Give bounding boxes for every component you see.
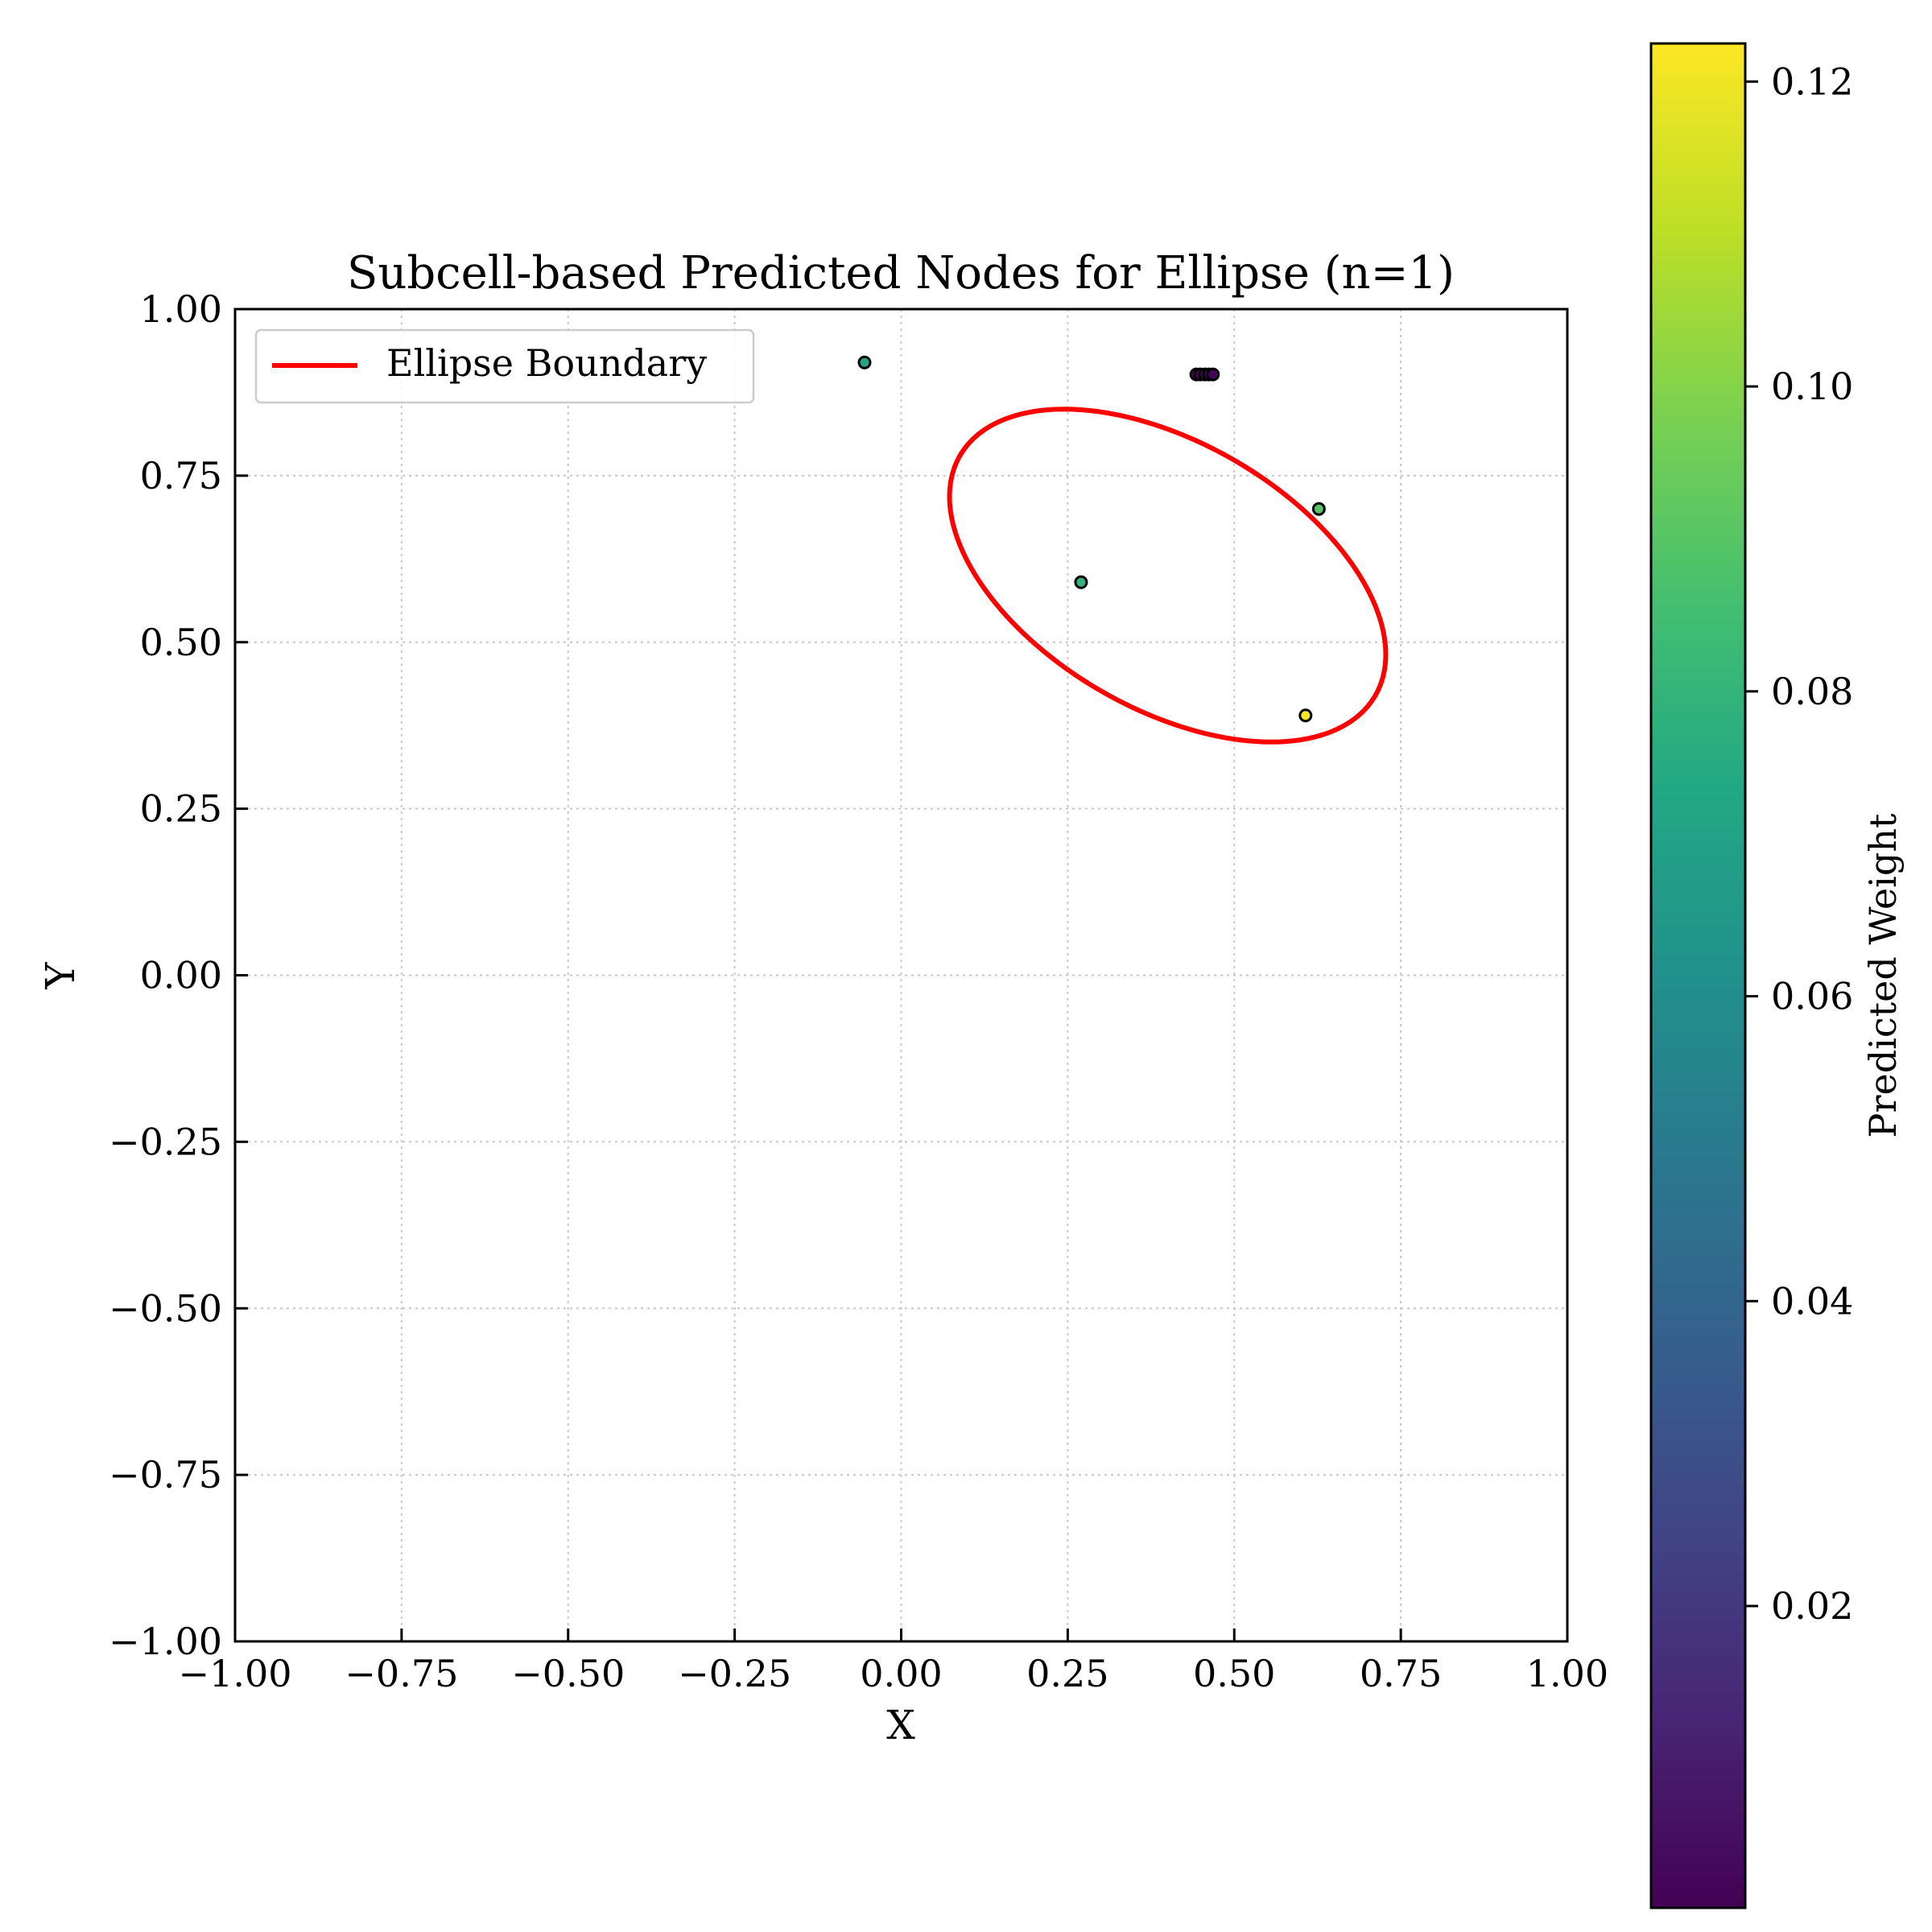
y-tick-label: 1.00: [140, 287, 222, 331]
colorbar-ticks: 0.02 0.04 0.06 0.08 0.10 0.12: [1745, 60, 1853, 1628]
ellipse-boundary: [947, 407, 1389, 745]
legend-label-ellipse: Ellipse Boundary: [386, 341, 707, 385]
x-axis-label: X: [886, 1702, 915, 1748]
y-tick-label: 0.75: [140, 454, 222, 497]
axis-ticks: [233, 308, 1569, 1643]
x-tick-label: 0.00: [860, 1652, 942, 1695]
node-point: [857, 355, 872, 369]
node-point: [1074, 575, 1088, 589]
y-tick-label: 0.25: [140, 787, 222, 831]
y-tick-label: −1.00: [109, 1620, 222, 1663]
x-tick-label: 0.50: [1193, 1652, 1275, 1695]
points-layer: [857, 355, 1326, 723]
ellipse-layer: [947, 407, 1389, 745]
colorbar-label: Predicted Weight: [1861, 813, 1905, 1137]
colorbar-tick-label: 0.12: [1771, 60, 1853, 103]
y-tick-label: −0.75: [109, 1453, 222, 1496]
chart-title: Subcell-based Predicted Nodes for Ellips…: [347, 247, 1455, 299]
y-tick-labels: −1.00 −0.75 −0.50 −0.25 0.00 0.25 0.50 0.75 1.00: [109, 287, 222, 1663]
x-tick-label: 0.75: [1360, 1652, 1442, 1695]
legend-box: [254, 328, 755, 404]
x-tick-label: −0.75: [345, 1652, 458, 1695]
colorbar-tick-label: 0.02: [1771, 1584, 1853, 1628]
y-tick-label: −0.25: [109, 1120, 222, 1163]
x-tick-label: 0.25: [1026, 1652, 1108, 1695]
node-point: [1206, 367, 1220, 382]
x-tick-label: −0.25: [678, 1652, 791, 1695]
colorbar-tick-label: 0.10: [1771, 365, 1853, 408]
x-tick-labels: −1.00 −0.75 −0.50 −0.25 0.00 0.25 0.50 0.75 1.00: [179, 1652, 1609, 1695]
legend: Ellipse Boundary: [254, 328, 755, 404]
colorbar-tick-label: 0.06: [1771, 975, 1853, 1018]
node-point: [1311, 502, 1326, 516]
node-point: [1298, 708, 1313, 723]
colorbar: [1649, 42, 1747, 1909]
x-tick-label: −1.00: [179, 1652, 292, 1695]
y-tick-label: −0.50: [109, 1286, 222, 1330]
y-axis-label: Y: [37, 962, 84, 990]
x-tick-label: 1.00: [1526, 1652, 1608, 1695]
colorbar-tick-label: 0.04: [1771, 1279, 1853, 1323]
x-tick-label: −0.50: [511, 1652, 625, 1695]
grid: [235, 309, 1567, 1641]
colorbar-tick-label: 0.08: [1771, 670, 1853, 713]
y-tick-label: 0.00: [140, 954, 222, 997]
y-tick-label: 0.50: [140, 621, 222, 664]
